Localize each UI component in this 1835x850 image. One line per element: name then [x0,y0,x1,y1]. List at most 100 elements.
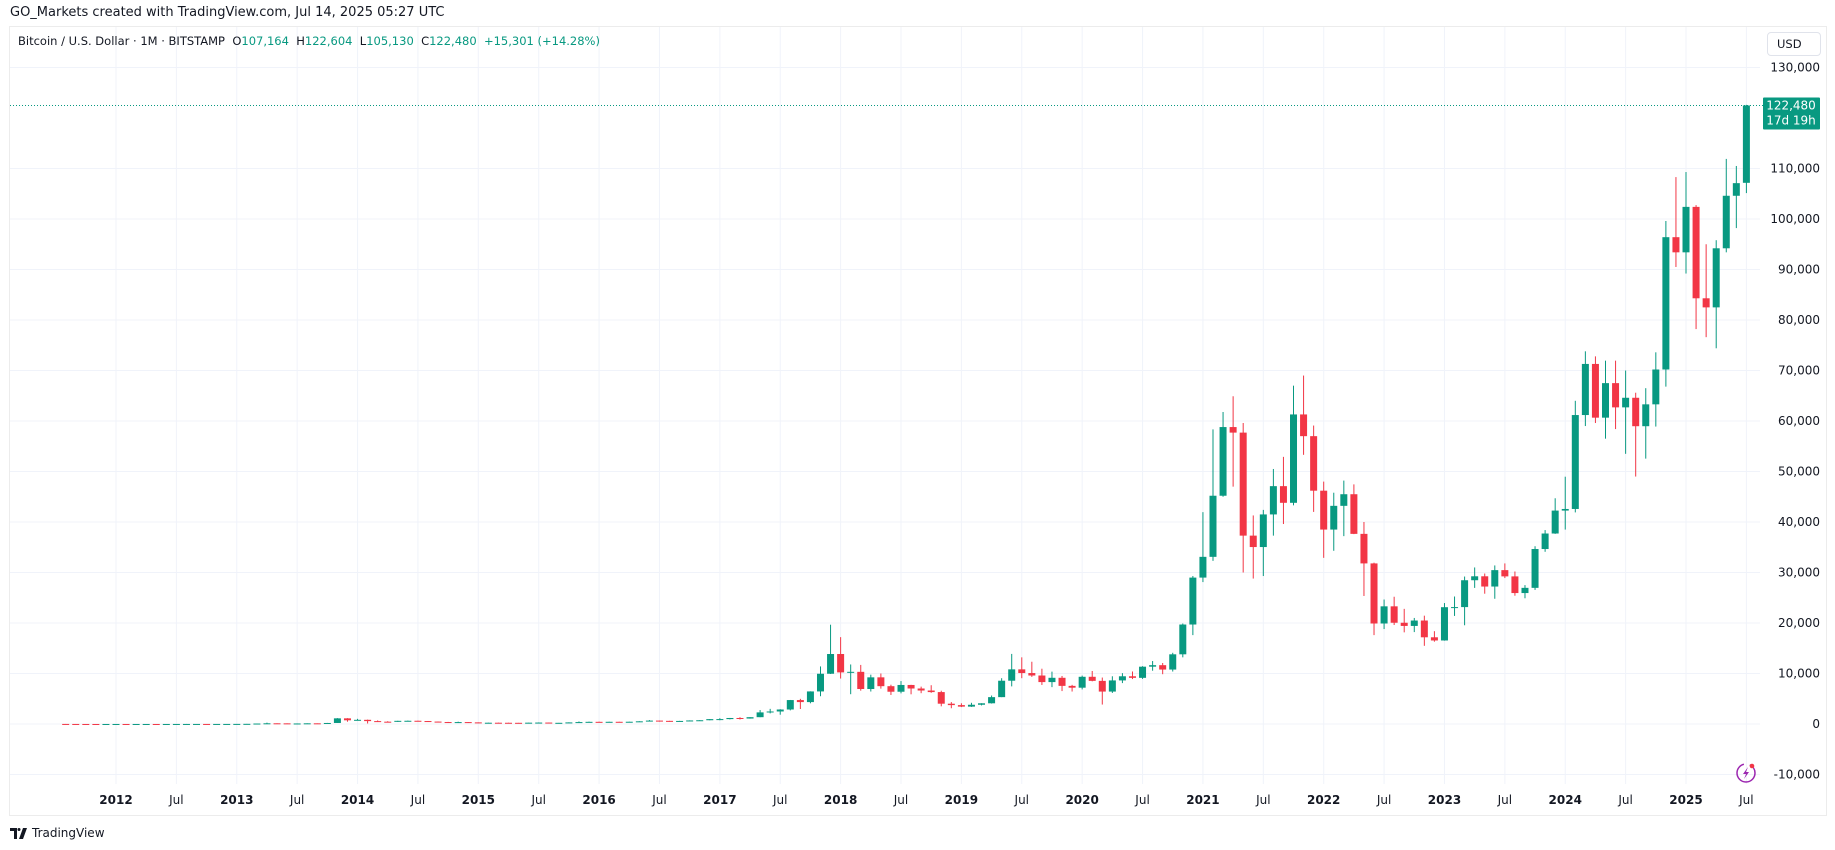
candle [374,720,382,723]
y-tick-label: 50,000 [1778,465,1820,479]
candle-body [1601,383,1609,418]
candle-body [142,723,150,725]
candle [726,717,734,720]
candle [1128,671,1136,680]
candle-body [1591,363,1599,418]
candle-body [1310,436,1318,491]
candle-body [1702,298,1710,308]
candle [1682,172,1690,274]
candle [1400,608,1408,633]
candle-body [394,720,402,722]
candle-body [796,700,804,703]
candle [434,721,442,723]
x-tick-label: Jul [772,793,787,807]
x-tick-label: 2023 [1428,793,1461,807]
candle-body [625,721,633,723]
candle [927,685,935,693]
grid [10,27,1760,784]
candle [585,721,593,723]
footer-brand[interactable]: TradingView [10,826,105,840]
chart-frame [9,26,1827,816]
candle-body [364,719,372,722]
x-tick-label: 2017 [703,793,736,807]
candle [1571,400,1579,513]
candle-body [696,720,704,722]
candle-body [1068,685,1076,688]
candle [1561,476,1569,530]
candle-body [454,722,462,724]
candle [1461,576,1469,626]
candle-body [1471,576,1479,581]
candle-body [1420,620,1428,638]
candle-body [1672,237,1680,253]
low-label: L [359,34,367,48]
x-tick-label: 2016 [582,793,615,807]
y-tick-label: 100,000 [1770,212,1820,226]
low-value: 105,130 [366,34,414,48]
candle-body [494,722,502,724]
candle [193,723,201,725]
time-axis: 2012 Jul 2013 Jul 2014 Jul 2015 Jul 2016 Jul 2017 J… [99,793,1753,807]
candle [233,723,241,725]
candle-body [736,717,744,719]
candle-body [253,723,261,725]
candle-body [957,705,965,707]
candle [1591,356,1599,424]
candle [998,678,1006,698]
x-tick-label: 2014 [341,793,374,807]
currency-button[interactable]: USD [1767,32,1821,56]
x-tick-label: Jul [530,793,545,807]
candle [152,723,160,725]
candle-body [726,717,734,720]
candle-body [1662,237,1670,370]
candle-body [82,723,90,725]
candle [1209,429,1217,561]
candle [1601,360,1609,439]
candle-body [1652,369,1660,405]
candle-body [213,723,221,725]
candle-body [766,711,774,713]
candle-body [203,723,211,725]
candle-body [1290,414,1298,503]
symbol-title[interactable]: Bitcoin / U.S. Dollar · 1M · BITSTAMP [18,34,225,48]
candle [223,723,231,725]
candle [1189,576,1197,636]
candle [253,723,261,725]
candle-body [1259,514,1267,548]
candle-body [786,700,794,710]
candle-body [897,684,905,692]
candle [1279,456,1287,525]
candle-body [1410,620,1418,626]
candle [72,723,80,725]
x-tick-label: 2018 [824,793,857,807]
y-tick-label: -10,000 [1774,768,1820,782]
candle [1179,623,1187,658]
candle-body [1712,248,1720,308]
candle [1481,573,1489,594]
candle [1732,165,1740,229]
candle [1511,571,1519,596]
candle [1038,668,1046,685]
candle-body [92,723,100,725]
candle [776,709,784,715]
candle [1451,596,1459,616]
candle-body [1209,495,1217,557]
x-tick-label: Jul [289,793,304,807]
candle [1068,684,1076,692]
candle-body [1048,677,1056,683]
candle-body [193,723,201,725]
candle-body [1179,624,1187,655]
candle [414,720,422,722]
candle [535,722,543,724]
candle [827,624,835,675]
candle-body [343,718,351,721]
candle [1360,522,1368,596]
candle [293,723,301,725]
candle [1259,509,1267,577]
lightning-icon[interactable] [1736,763,1756,783]
candle-body [132,723,140,725]
candle [394,720,402,722]
candle [1018,657,1026,679]
candle [837,637,845,679]
